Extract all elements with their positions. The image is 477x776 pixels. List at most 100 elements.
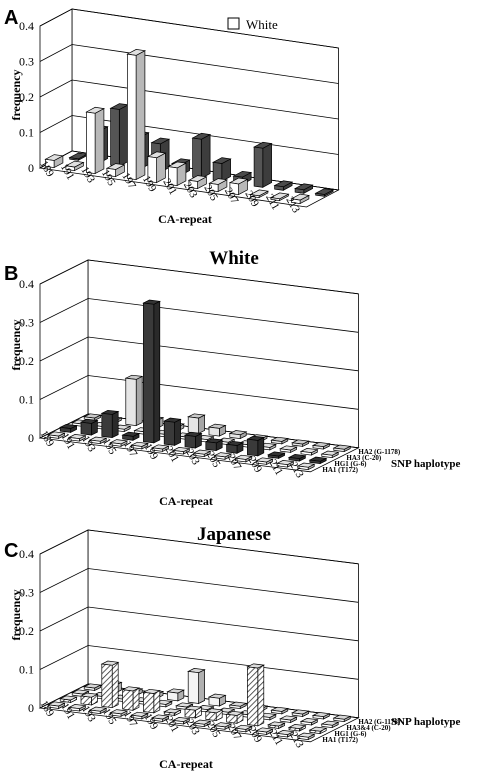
bar (290, 193, 310, 205)
bar (296, 732, 316, 741)
bar-front (253, 146, 264, 188)
gridline (39, 79, 339, 120)
bar (267, 451, 286, 459)
bar (142, 688, 161, 714)
bar-front (300, 721, 312, 726)
bar (88, 436, 108, 445)
bar-front (297, 735, 309, 740)
bar (246, 435, 265, 457)
bar-front (125, 377, 137, 426)
bar (183, 431, 203, 449)
bar-front (333, 447, 345, 452)
bar-front (101, 663, 113, 708)
y-tick-label: 0.4 (19, 547, 34, 561)
bar (212, 157, 232, 182)
row-label: HG1 (G-6) (334, 460, 367, 468)
bar (151, 444, 170, 452)
bar (124, 374, 144, 427)
bar-front (168, 166, 178, 187)
bar-front (279, 448, 291, 453)
bar-front (167, 691, 179, 702)
bar-front (247, 438, 259, 457)
bar (163, 417, 182, 446)
y-tick-label: 0.1 (19, 663, 34, 677)
bar-front (205, 441, 217, 451)
bar (167, 161, 187, 187)
bar (246, 663, 265, 727)
bar (291, 439, 310, 447)
bar-front (163, 711, 175, 716)
bar-front (184, 434, 196, 449)
bar (279, 715, 298, 724)
bar-front (226, 713, 238, 724)
bar (47, 701, 66, 710)
bar (208, 178, 229, 193)
bar (171, 717, 191, 725)
gridline (39, 336, 359, 372)
bar (296, 462, 316, 471)
bar-front (106, 167, 116, 178)
y-tick-label: 0.3 (19, 55, 34, 69)
bar-front (89, 439, 101, 444)
bar-side (111, 410, 119, 439)
bar-front (110, 712, 122, 717)
gridline (39, 298, 359, 333)
gridline (39, 259, 359, 295)
panel-c-label: C (4, 540, 18, 562)
bar-front (321, 723, 333, 728)
bar-front (333, 717, 345, 722)
bar-side (200, 134, 211, 179)
bar-front (212, 161, 223, 182)
bar (183, 705, 203, 719)
row-label: HA3 (C-20) (346, 454, 381, 462)
bar-front (192, 137, 202, 179)
bar-front (184, 708, 196, 719)
bar-front (193, 452, 205, 457)
bar (273, 180, 294, 191)
bar-front (131, 714, 143, 720)
bar-front (312, 445, 324, 450)
bar-front (131, 444, 143, 450)
bar (100, 409, 120, 439)
bar (213, 722, 233, 730)
gridline (39, 115, 339, 155)
bar (275, 460, 295, 468)
bar-front (59, 698, 71, 703)
bar (311, 442, 331, 450)
bar-front (309, 729, 321, 734)
bar-side (94, 108, 105, 175)
bar-front (59, 426, 71, 433)
bar-front (312, 715, 324, 720)
bar-front (321, 453, 333, 458)
bar-front (255, 730, 267, 735)
bar-front (71, 692, 83, 697)
bar (187, 668, 206, 705)
bar (255, 457, 274, 465)
bar (270, 436, 289, 445)
panel-a-xlabel: CA-repeat (158, 212, 212, 226)
bar (269, 192, 290, 202)
bar-front (147, 156, 157, 184)
bar (187, 175, 208, 190)
panel-b-label: B (4, 263, 18, 285)
bar (105, 163, 126, 178)
bar (126, 49, 146, 181)
bar-front (122, 689, 134, 711)
row-label: HA3&4 (C-20) (346, 724, 391, 732)
bar-front (214, 455, 226, 460)
bar (166, 688, 185, 702)
bar-front (110, 442, 122, 447)
bar (71, 689, 90, 698)
bar (142, 299, 161, 444)
bar-front (69, 157, 79, 161)
bar (291, 709, 310, 718)
bar-front (300, 451, 312, 456)
bar (228, 701, 248, 710)
bar (299, 448, 319, 456)
bar-front (226, 443, 238, 454)
bar (59, 423, 78, 433)
bar (130, 441, 149, 450)
bar-front (297, 465, 309, 470)
bar (270, 706, 289, 715)
